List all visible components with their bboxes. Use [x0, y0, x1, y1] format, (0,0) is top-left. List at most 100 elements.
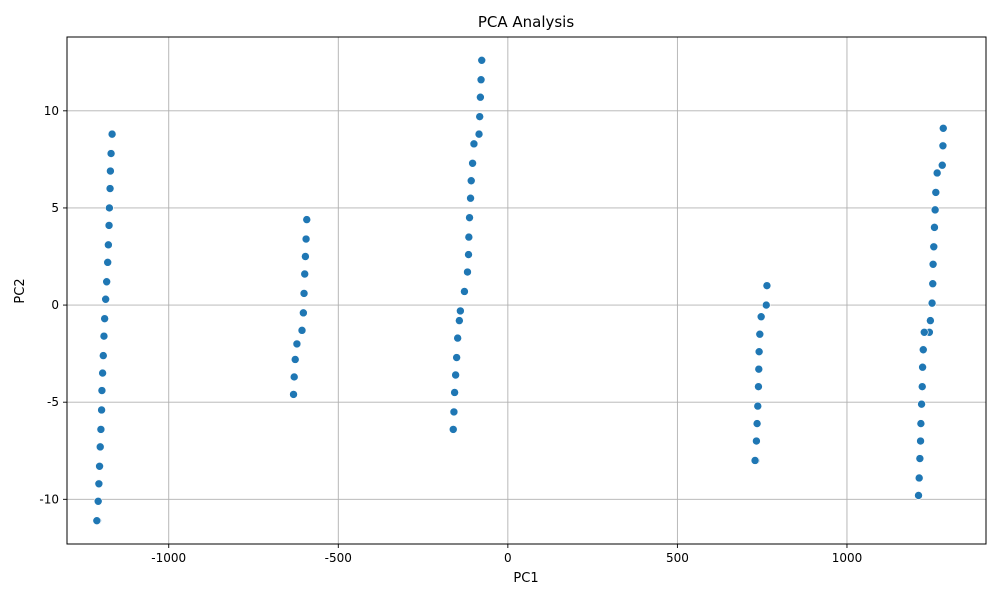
data-point: [465, 213, 474, 222]
data-point: [105, 184, 115, 193]
plot-frame: [66, 36, 987, 545]
data-point: [753, 401, 763, 411]
data-point: [928, 259, 938, 269]
data-point: [299, 289, 309, 298]
data-point: [102, 277, 111, 287]
x-axis-label: PC1: [513, 571, 538, 586]
data-point: [926, 316, 935, 325]
data-point: [752, 436, 761, 446]
points-layer: [92, 56, 948, 525]
data-point: [297, 326, 307, 335]
chart-title: PCA Analysis: [478, 13, 575, 31]
data-point: [92, 516, 102, 525]
data-point: [98, 351, 108, 360]
data-point: [302, 215, 312, 224]
data-point: [929, 242, 939, 252]
data-point: [754, 364, 764, 374]
y-tick-label: 10: [44, 104, 59, 118]
data-point: [762, 281, 772, 290]
data-point: [917, 382, 927, 391]
data-point: [916, 436, 925, 446]
data-point: [916, 419, 926, 428]
data-point: [94, 479, 104, 489]
data-point: [452, 353, 461, 362]
data-point: [460, 287, 469, 296]
data-point: [300, 269, 310, 279]
data-point: [468, 158, 477, 168]
data-point: [104, 221, 114, 230]
grid-layer: [67, 37, 986, 544]
data-point: [103, 258, 112, 267]
data-point: [931, 188, 941, 197]
data-point: [104, 240, 113, 250]
data-point: [750, 456, 760, 465]
data-point: [938, 141, 948, 151]
data-point: [930, 205, 940, 215]
data-point: [99, 331, 109, 341]
data-point: [289, 372, 299, 382]
data-point: [463, 267, 472, 277]
data-point: [938, 123, 948, 133]
data-point: [466, 193, 475, 203]
data-point: [299, 308, 308, 318]
data-point: [101, 294, 110, 304]
data-point: [464, 250, 473, 259]
data-point: [476, 92, 485, 102]
data-point: [97, 386, 107, 395]
data-point: [98, 368, 107, 378]
data-point: [105, 203, 114, 213]
x-tick-label: 1000: [832, 551, 863, 565]
data-point: [292, 339, 302, 349]
x-tick-label: -1000: [151, 551, 186, 565]
data-point: [100, 314, 109, 323]
data-point: [301, 252, 310, 261]
data-point: [469, 139, 479, 149]
y-tick-label: -5: [47, 395, 59, 409]
data-point: [937, 160, 947, 170]
data-point: [914, 473, 924, 483]
data-point: [476, 75, 486, 85]
data-point: [932, 168, 942, 178]
data-point: [451, 370, 460, 380]
data-point: [290, 355, 300, 364]
data-point: [928, 279, 938, 289]
data-point: [915, 454, 925, 463]
y-tick-label: 5: [51, 201, 59, 215]
data-point: [475, 112, 485, 121]
data-point: [95, 461, 104, 471]
data-point: [106, 149, 116, 158]
data-point: [97, 405, 106, 415]
data-point: [448, 425, 458, 434]
x-tick-label: -500: [325, 551, 352, 565]
data-point: [756, 312, 766, 322]
data-point: [289, 390, 298, 399]
data-point: [918, 345, 928, 355]
data-point: [455, 316, 464, 325]
x-tick-label: 0: [504, 551, 512, 565]
data-point: [466, 176, 476, 186]
data-point: [456, 306, 465, 316]
data-point: [449, 407, 459, 417]
data-point: [919, 327, 929, 337]
data-point: [450, 388, 459, 397]
data-point: [927, 298, 937, 308]
data-point: [754, 347, 764, 356]
data-point: [107, 129, 117, 139]
data-point: [93, 496, 103, 506]
ticks-layer: -1000 -500 0 500 1000 -10 -5 0 5 10: [39, 104, 862, 565]
data-point: [106, 166, 115, 176]
data-point: [918, 362, 927, 372]
x-tick-label: 500: [666, 551, 689, 565]
data-point: [917, 399, 926, 409]
data-point: [755, 329, 765, 339]
data-point: [474, 129, 484, 139]
y-axis-label: PC2: [13, 278, 28, 303]
data-point: [301, 234, 311, 244]
data-point: [914, 491, 923, 500]
data-point: [96, 425, 106, 434]
y-tick-label: 0: [51, 298, 59, 312]
data-point: [453, 333, 462, 343]
data-point: [752, 419, 762, 428]
data-point: [464, 232, 474, 242]
